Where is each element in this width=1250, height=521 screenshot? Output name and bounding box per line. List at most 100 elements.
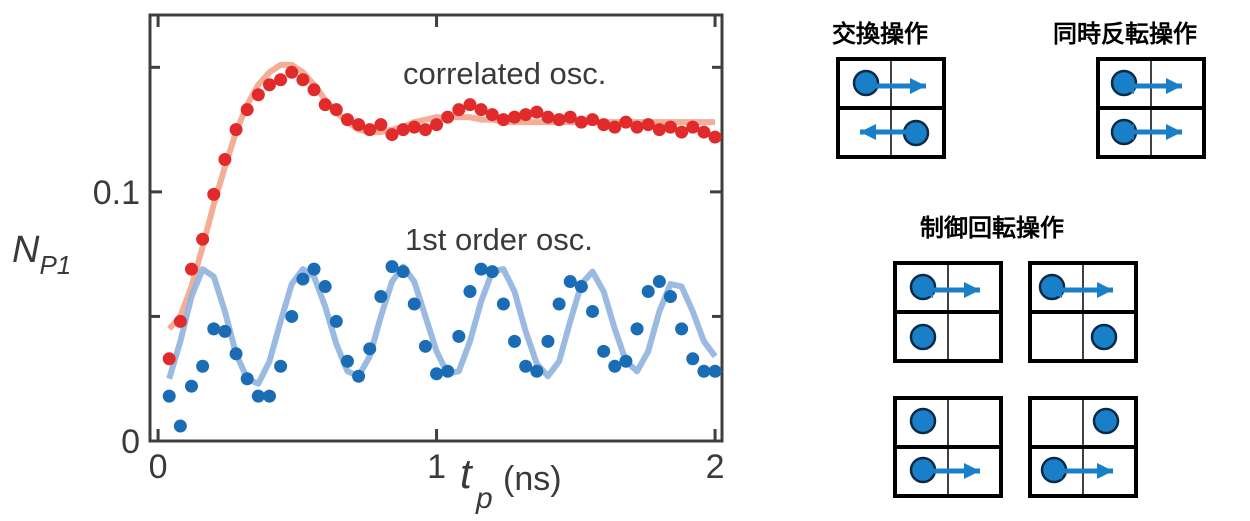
data-point	[207, 322, 221, 336]
data-point	[563, 110, 577, 124]
data-point	[652, 275, 666, 289]
arrow-head	[964, 463, 980, 479]
arrow-head	[1166, 124, 1182, 140]
data-point	[162, 389, 176, 403]
data-point	[485, 108, 499, 122]
arrow-head	[964, 282, 980, 298]
data-point	[430, 367, 444, 381]
data-point	[574, 280, 588, 294]
qubit	[909, 407, 937, 435]
data-point	[452, 329, 466, 343]
data-point	[340, 113, 354, 127]
data-point	[641, 285, 655, 299]
x-axis-label-subscript: p	[475, 482, 493, 515]
data-point	[385, 260, 399, 274]
data-point	[530, 105, 544, 119]
data-point	[162, 352, 176, 366]
data-point	[374, 118, 388, 132]
data-point	[296, 272, 310, 286]
data-point	[496, 297, 510, 311]
data-point	[608, 120, 622, 134]
data-point	[196, 232, 210, 246]
data-point	[352, 118, 366, 132]
data-point	[329, 103, 343, 117]
arrow-head	[917, 282, 933, 298]
data-point	[285, 309, 299, 323]
data-point	[307, 262, 321, 276]
data-point	[586, 113, 600, 127]
data-point	[196, 359, 210, 373]
data-point	[574, 115, 588, 129]
data-point	[597, 344, 611, 358]
data-point	[708, 130, 722, 144]
data-point	[508, 110, 522, 124]
data-point	[207, 187, 221, 201]
x-axis-label-symbol: t	[460, 450, 474, 497]
diagram-label: 同時反転操作	[1053, 21, 1197, 48]
data-point	[363, 123, 377, 137]
data-point	[541, 334, 555, 348]
data-point	[407, 297, 421, 311]
data-point	[597, 118, 611, 132]
qubit	[909, 323, 937, 351]
arrow-head	[860, 124, 876, 140]
data-point	[496, 113, 510, 127]
data-point	[173, 314, 187, 328]
data-point	[240, 103, 254, 117]
data-point	[218, 152, 232, 166]
data-point	[619, 354, 633, 368]
data-point	[173, 419, 187, 433]
data-point	[285, 65, 299, 79]
data-point	[184, 262, 198, 276]
data-point	[240, 372, 254, 386]
data-point	[441, 110, 455, 124]
data-point	[630, 120, 644, 134]
data-point	[418, 123, 432, 137]
data-point	[363, 342, 377, 356]
data-point	[641, 118, 655, 132]
data-point	[262, 78, 276, 92]
qubit	[1092, 407, 1120, 435]
data-point	[329, 314, 343, 328]
data-point	[229, 347, 243, 361]
data-point	[663, 290, 677, 304]
data-point	[586, 304, 600, 318]
x-axis-label-unit: (ns)	[503, 460, 562, 498]
diagram-label: 交換操作	[832, 20, 928, 48]
data-point	[663, 120, 677, 134]
y-tick-label: 0	[121, 423, 140, 461]
data-point	[418, 339, 432, 353]
data-point	[675, 322, 689, 336]
data-point	[340, 354, 354, 368]
arrow-head	[1166, 78, 1182, 94]
data-point	[229, 123, 243, 137]
y-label-symbol: N	[12, 229, 40, 271]
data-point	[251, 389, 265, 403]
data-point	[563, 275, 577, 289]
data-point	[552, 297, 566, 311]
data-point	[485, 265, 499, 279]
data-point	[474, 262, 488, 276]
data-point	[307, 83, 321, 97]
data-point	[430, 118, 444, 132]
qubit	[852, 69, 880, 97]
data-point	[407, 120, 421, 134]
fit-line	[166, 61, 716, 331]
arrow-head	[1118, 124, 1134, 140]
data-point	[552, 113, 566, 127]
data-point	[396, 265, 410, 279]
data-point	[652, 123, 666, 137]
data-point	[184, 379, 198, 393]
data-point	[541, 110, 555, 124]
data-point	[474, 103, 488, 117]
arrow-head	[1046, 282, 1062, 298]
x-tick-label: 1	[427, 448, 446, 486]
x-tick-label: 2	[706, 448, 725, 486]
data-point	[519, 359, 533, 373]
annotation: 1st order osc.	[405, 222, 593, 257]
diagram-label: 制御回転操作	[920, 215, 1064, 242]
data-point	[608, 359, 622, 373]
data-point	[686, 352, 700, 366]
data-point	[274, 73, 288, 87]
